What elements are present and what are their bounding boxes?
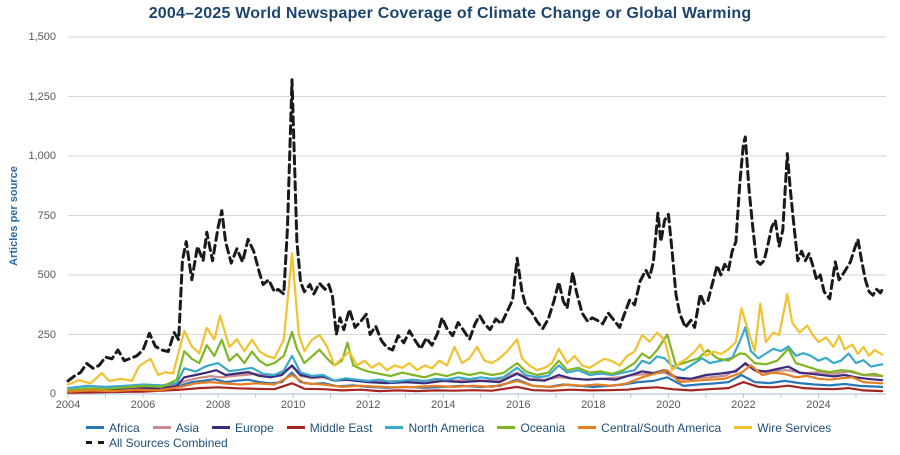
series-line-wire-services [66,252,884,386]
legend-item-africa: Africa [86,421,140,435]
x-tick-label: 2008 [205,399,231,411]
legend-item-central-south-america: Central/South America [578,421,721,435]
x-tick-label: 2006 [130,399,156,411]
y-tick-label: 250 [37,328,56,341]
legend-label: Middle East [309,420,373,435]
legend-item-wire-services: Wire Services [734,421,831,435]
chart-title: 2004–2025 World Newspaper Coverage of Cl… [148,5,752,22]
x-tick-label: 2004 [55,399,81,411]
x-tick-label: 2022 [731,399,756,411]
legend-swatch-all-sources-combined [86,441,104,444]
legend-label: Central/South America [601,420,722,435]
legend-item-europe: Europe [212,421,274,435]
series-line-europe [66,362,884,393]
y-tick-label: 750 [37,209,56,222]
legend-swatch-north-america [385,426,404,429]
legend-label: Wire Services [757,420,832,435]
legend-swatch-central-south-america [578,426,597,429]
series-line-all-sources-combined [66,78,885,383]
legend-swatch-wire-services [734,426,753,429]
legend-label: North America [408,420,485,435]
legend-item-oceania: Oceania [497,421,565,435]
x-tick-label: 2020 [656,399,681,411]
x-tick-label: 2010 [280,399,306,411]
x-tick-label: 2018 [581,399,606,411]
x-tick-label: 2016 [506,399,531,411]
series-line-middle-east [66,381,884,394]
legend-label: All Sources Combined [109,435,228,450]
legend-item-middle-east: Middle East [286,420,373,435]
legend-swatch-middle-east [286,426,305,429]
legend-item-north-america: North America [385,421,484,435]
y-tick-label: 1,000 [28,150,56,162]
y-tick-label: 1,500 [28,31,56,43]
legend-label: Asia [175,420,200,435]
series-line-central-south-america [66,364,884,393]
legend-label: Europe [235,420,274,435]
x-tick-label: 2014 [430,399,456,411]
legend-row-1: Africa Asia Europe Middle East North America… [86,420,898,435]
legend-swatch-oceania [497,426,516,429]
legend-item-all-sources-combined: All Sources Combined [86,436,228,450]
legend-label: Africa [109,420,140,435]
x-tick-label: 2024 [806,399,831,411]
y-tick-label: 500 [37,269,56,281]
legend-swatch-africa [86,426,104,429]
x-tick-label: 2012 [355,399,381,411]
legend-swatch-europe [212,426,231,429]
legend-swatch-asia [152,426,171,429]
series-line-north-america [66,326,884,390]
legend-item-asia: Asia [152,420,200,435]
chart-legend: Africa Asia Europe Middle East North America… [86,420,898,450]
series-line-oceania [66,331,884,392]
y-tick-label: 1,250 [28,90,56,103]
legend-label: Oceania [520,420,566,435]
y-tick-label: 0 [49,388,56,400]
legend-row-2: All Sources Combined [86,435,898,450]
